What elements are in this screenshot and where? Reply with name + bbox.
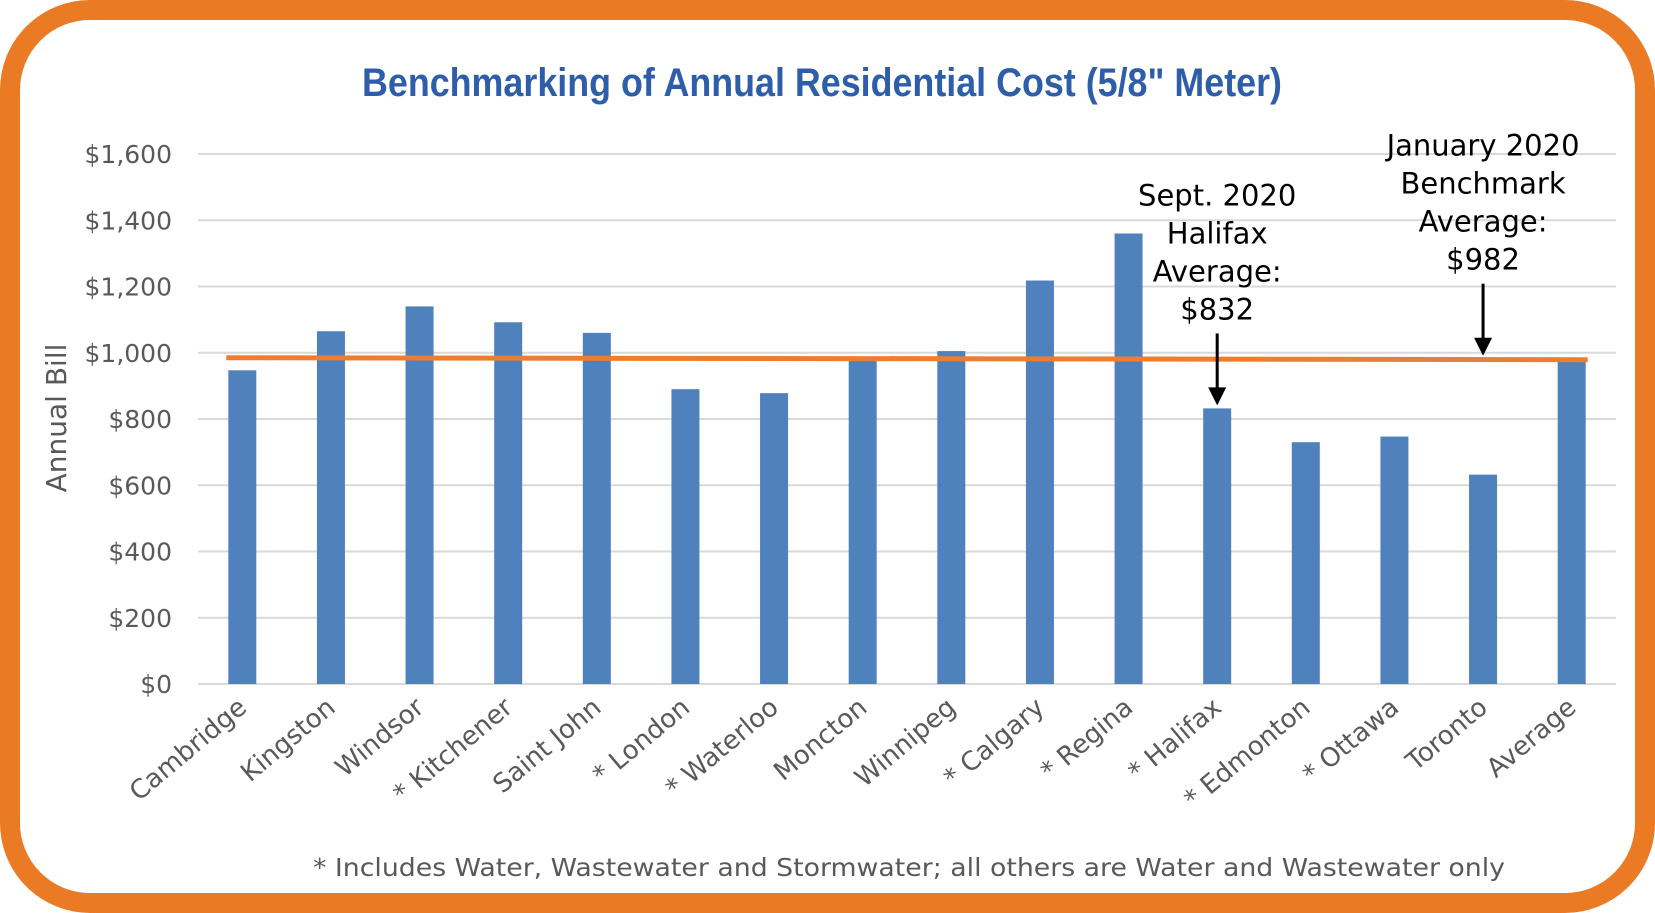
annotation-arrow-head <box>1208 387 1227 406</box>
annotation-text-line: Sept. 2020 <box>1138 178 1296 212</box>
bar <box>582 332 611 684</box>
y-tick-label: $200 <box>108 604 172 633</box>
y-tick-label: $800 <box>108 405 172 434</box>
bar <box>1203 408 1232 684</box>
bar <box>1114 233 1143 684</box>
bar <box>405 306 434 684</box>
y-tick-label: $1,000 <box>85 339 172 368</box>
bar <box>494 322 523 684</box>
benchmark-average-line <box>226 355 1588 363</box>
annotation-text-line: Halifax <box>1167 216 1268 250</box>
y-tick-label: $400 <box>108 538 172 567</box>
y-tick-label: $0 <box>140 670 172 699</box>
bar <box>1025 280 1054 684</box>
bar <box>937 351 966 684</box>
annotation-text-line: January 2020 <box>1385 129 1580 163</box>
bar <box>228 370 257 684</box>
footnote: * Includes Water, Wastewater and Stormwa… <box>313 853 1505 882</box>
bar <box>671 389 700 684</box>
gridlines <box>198 153 1616 685</box>
annotation-arrow-head <box>1474 337 1493 356</box>
annotations: Sept. 2020 Halifax Average: $832 January 202… <box>1138 129 1580 406</box>
y-tick-label: $1,200 <box>85 273 172 302</box>
annotation-text-line: $832 <box>1180 292 1254 326</box>
benchmark-line-group <box>226 355 1588 363</box>
y-tick-label: $600 <box>108 471 172 500</box>
bar-series <box>228 233 1586 684</box>
bar <box>848 357 877 684</box>
annotation-text-line: Average: <box>1419 205 1548 239</box>
bar <box>316 331 345 684</box>
annotation-text-line: Average: <box>1153 254 1282 288</box>
annotation-text-line: $982 <box>1446 243 1520 277</box>
y-axis-label: Annual Bill <box>40 344 73 493</box>
y-tick-labels: $0 $200 $400 $600 $800 $1,000 $1,200 $1,400 $1,6… <box>85 140 172 699</box>
bar <box>760 393 789 684</box>
bar <box>1557 358 1586 684</box>
bar <box>1469 474 1498 684</box>
y-tick-label: $1,400 <box>85 206 172 235</box>
annotation-text-line: Benchmark <box>1400 167 1565 201</box>
chart-title: Benchmarking of Annual Residential Cost … <box>362 61 1282 105</box>
bar <box>1380 436 1409 684</box>
y-tick-label: $1,600 <box>85 140 172 169</box>
bar <box>1291 442 1320 684</box>
